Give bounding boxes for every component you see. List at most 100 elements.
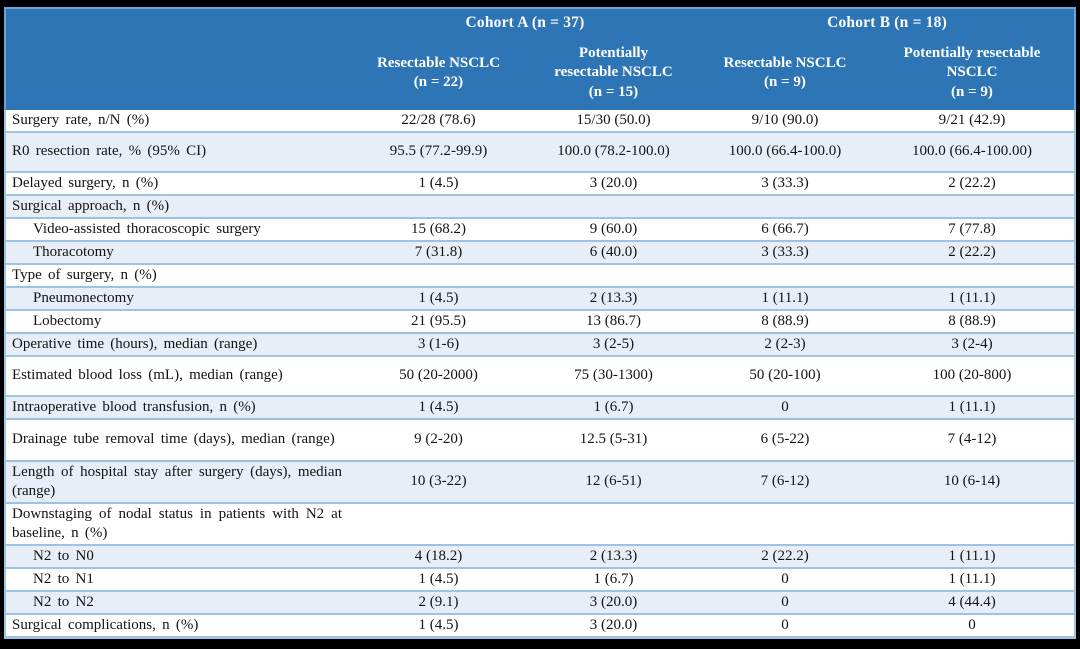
cell-value: 2 (22.2) bbox=[761, 547, 809, 564]
subgroup-header-row: Resectable NSCLC (n = 22) Potentially re… bbox=[6, 36, 1074, 110]
cell-value: 6 (5-22) bbox=[760, 431, 810, 448]
column-header-name: Potentially resectable NSCLC bbox=[554, 45, 673, 81]
column-header-resectable-a: Resectable NSCLC (n = 22) bbox=[350, 54, 527, 92]
cell-value: 3 (2-4) bbox=[951, 335, 993, 352]
row-label: Drainage tube removal time (days), media… bbox=[12, 431, 335, 448]
cell-value: 10 (6-14) bbox=[943, 473, 1001, 490]
cell-value: 4 (18.2) bbox=[414, 547, 463, 564]
cell-value bbox=[527, 504, 700, 544]
cell-value: 4 (44.4) bbox=[948, 593, 996, 610]
cell-value: 8 (88.9) bbox=[948, 312, 996, 329]
cell-value: 9 (2-20) bbox=[414, 431, 463, 448]
table-row-vats: Video-assisted thoracoscopic surgery 15 … bbox=[6, 219, 1074, 242]
cell-value: 75 (30-1300) bbox=[574, 367, 653, 384]
cell-value: 3 (33.3) bbox=[761, 243, 809, 260]
cell-value bbox=[700, 265, 870, 286]
table-row-intraoperative-transfusion: Intraoperative blood transfusion, n (%) … bbox=[6, 397, 1074, 420]
row-label: Estimated blood loss (mL), median (range… bbox=[12, 367, 283, 384]
cell-value: 15 (68.2) bbox=[411, 220, 466, 237]
cell-value: 12 (6-51) bbox=[585, 473, 642, 490]
cell-value: 3 (1-6) bbox=[417, 335, 460, 352]
row-label: Thoracotomy bbox=[33, 243, 114, 260]
column-header-name: Resectable NSCLC bbox=[723, 54, 847, 71]
cell-value: 7 (6-12) bbox=[760, 473, 810, 490]
cell-value: 2 (22.2) bbox=[948, 243, 996, 260]
cell-value: 6 (40.0) bbox=[589, 243, 638, 260]
cell-value: 1 (4.5) bbox=[418, 289, 459, 306]
row-label: Pneumonectomy bbox=[33, 289, 134, 306]
column-header-potentially-resectable-b: Potentially resectable NSCLC (n = 9) bbox=[870, 44, 1074, 102]
column-header-name: Resectable NSCLC bbox=[377, 54, 500, 71]
cell-value: 0 bbox=[781, 570, 789, 587]
cell-value: 2 (13.3) bbox=[589, 289, 638, 306]
cohort-a-header: Cohort A (n = 37) bbox=[465, 13, 585, 31]
row-label: Length of hospital stay after surgery (d… bbox=[12, 463, 342, 500]
row-label: Type of surgery, n (%) bbox=[12, 266, 157, 283]
cell-value: 1 (6.7) bbox=[593, 398, 634, 415]
cell-value: 1 (6.7) bbox=[593, 570, 634, 587]
cohort-b-header: Cohort B (n = 18) bbox=[827, 13, 947, 31]
cell-value: 50 (20-100) bbox=[749, 367, 821, 384]
cell-value: 1 (4.5) bbox=[418, 398, 459, 415]
row-label: Downstaging of nodal status in patients … bbox=[12, 505, 342, 542]
table-row-n2-to-n2: N2 to N2 2 (9.1) 3 (20.0) 0 4 (44.4) bbox=[6, 592, 1074, 615]
cell-value: 50 (20-2000) bbox=[399, 367, 478, 384]
cell-value: 6 (66.7) bbox=[761, 220, 809, 237]
cell-value: 2 (22.2) bbox=[948, 174, 996, 191]
table-row-n2-to-n1: N2 to N1 1 (4.5) 1 (6.7) 0 1 (11.1) bbox=[6, 569, 1074, 592]
cell-value: 100.0 (66.4-100.00) bbox=[912, 143, 1032, 160]
row-label: R0 resection rate, % (95% CI) bbox=[12, 143, 207, 160]
cell-value: 7 (77.8) bbox=[948, 220, 996, 237]
cell-value: 3 (20.0) bbox=[589, 616, 638, 633]
row-label: Surgery rate, n/N (%) bbox=[12, 111, 150, 128]
row-label: Operative time (hours), median (range) bbox=[12, 335, 258, 352]
cell-value: 1 (4.5) bbox=[418, 174, 459, 191]
column-header-n: (n = 15) bbox=[588, 83, 639, 100]
cell-value: 12.5 (5-31) bbox=[579, 431, 648, 448]
table-row-surgery-rate: Surgery rate, n/N (%) 22/28 (78.6) 15/30… bbox=[6, 110, 1074, 133]
table-row-downstaging-nodal-status: Downstaging of nodal status in patients … bbox=[6, 504, 1074, 546]
column-header-n: (n = 22) bbox=[413, 74, 464, 90]
cell-value: 21 (95.5) bbox=[411, 312, 466, 329]
cell-value: 1 (4.5) bbox=[418, 570, 459, 587]
cell-value: 100.0 (66.4-100.0) bbox=[728, 143, 842, 160]
table-row-delayed-surgery: Delayed surgery, n (%) 1 (4.5) 3 (20.0) … bbox=[6, 173, 1074, 196]
cell-value: 9/10 (90.0) bbox=[751, 111, 819, 128]
cell-value: 1 (11.1) bbox=[948, 289, 996, 306]
table-row-operative-time: Operative time (hours), median (range) 3… bbox=[6, 334, 1074, 357]
cell-value: 3 (2-5) bbox=[592, 335, 635, 352]
cell-value bbox=[350, 196, 527, 217]
cell-value: 3 (20.0) bbox=[589, 593, 638, 610]
cell-value: 100 (20-800) bbox=[932, 367, 1012, 384]
cell-value: 1 (4.5) bbox=[418, 616, 459, 633]
cell-value: 22/28 (78.6) bbox=[401, 111, 476, 128]
row-label: Lobectomy bbox=[33, 312, 102, 329]
column-header-n: (n = 9) bbox=[764, 74, 806, 90]
cohort-header-row: Cohort A (n = 37) Cohort B (n = 18) bbox=[6, 9, 1074, 36]
table-row-drainage-tube-removal: Drainage tube removal time (days), media… bbox=[6, 420, 1074, 462]
row-label: Delayed surgery, n (%) bbox=[12, 174, 159, 191]
row-label: N2 to N0 bbox=[33, 547, 94, 564]
row-label: Surgical complications, n (%) bbox=[12, 616, 199, 633]
cell-value: 0 bbox=[781, 616, 789, 633]
cell-value: 7 (4-12) bbox=[947, 431, 997, 448]
table-row-n2-to-n0: N2 to N0 4 (18.2) 2 (13.3) 2 (22.2) 1 (1… bbox=[6, 546, 1074, 569]
cell-value: 13 (86.7) bbox=[586, 312, 641, 329]
row-label: Video-assisted thoracoscopic surgery bbox=[33, 220, 261, 237]
cell-value: 9 (60.0) bbox=[589, 220, 638, 237]
row-label: Intraoperative blood transfusion, n (%) bbox=[12, 398, 256, 415]
cell-value: 1 (11.1) bbox=[948, 398, 996, 415]
cell-value: 10 (3-22) bbox=[410, 473, 467, 490]
row-label: N2 to N2 bbox=[33, 593, 94, 610]
row-label: Surgical approach, n (%) bbox=[12, 197, 170, 214]
cell-value bbox=[870, 504, 1074, 544]
cell-value bbox=[870, 196, 1074, 217]
cell-value: 95.5 (77.2-99.9) bbox=[389, 143, 488, 160]
column-header-potentially-resectable-a: Potentially resectable NSCLC (n = 15) bbox=[527, 44, 700, 102]
cell-value: 8 (88.9) bbox=[761, 312, 809, 329]
cell-value bbox=[350, 265, 527, 286]
cell-value: 0 bbox=[781, 398, 789, 415]
cell-value: 2 (2-3) bbox=[764, 335, 806, 352]
column-header-name: Potentially resectable NSCLC bbox=[903, 45, 1041, 81]
cell-value bbox=[700, 504, 870, 544]
